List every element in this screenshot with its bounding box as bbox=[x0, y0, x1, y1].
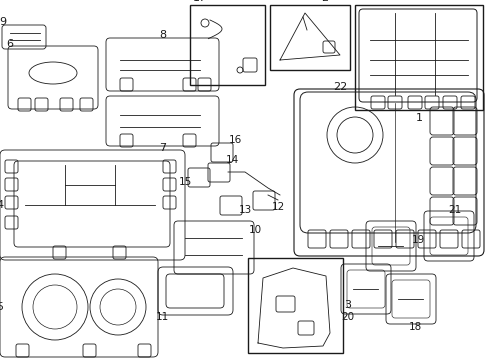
Text: 18: 18 bbox=[407, 322, 421, 332]
Text: 6: 6 bbox=[6, 39, 14, 49]
Text: 15: 15 bbox=[178, 177, 191, 187]
Bar bbox=[190, 5, 264, 85]
Text: 17: 17 bbox=[193, 0, 206, 3]
Text: 20: 20 bbox=[341, 312, 354, 322]
Text: 5: 5 bbox=[0, 302, 3, 312]
Text: 19: 19 bbox=[410, 235, 424, 245]
Text: 2: 2 bbox=[321, 0, 328, 3]
Text: 3: 3 bbox=[344, 300, 351, 310]
Text: 13: 13 bbox=[238, 205, 251, 215]
Text: 1: 1 bbox=[415, 113, 422, 123]
Text: 10: 10 bbox=[248, 225, 261, 235]
Bar bbox=[269, 5, 349, 70]
Text: 16: 16 bbox=[228, 135, 241, 145]
Text: 21: 21 bbox=[447, 205, 461, 215]
Bar bbox=[247, 258, 342, 353]
Text: 9: 9 bbox=[0, 17, 6, 27]
Text: 14: 14 bbox=[225, 155, 238, 165]
Text: 11: 11 bbox=[155, 312, 168, 322]
Text: 4: 4 bbox=[0, 200, 3, 210]
Text: 7: 7 bbox=[159, 143, 166, 153]
Text: 8: 8 bbox=[159, 30, 166, 40]
Bar bbox=[354, 5, 482, 110]
Text: 12: 12 bbox=[271, 202, 284, 212]
Text: 22: 22 bbox=[332, 82, 346, 92]
